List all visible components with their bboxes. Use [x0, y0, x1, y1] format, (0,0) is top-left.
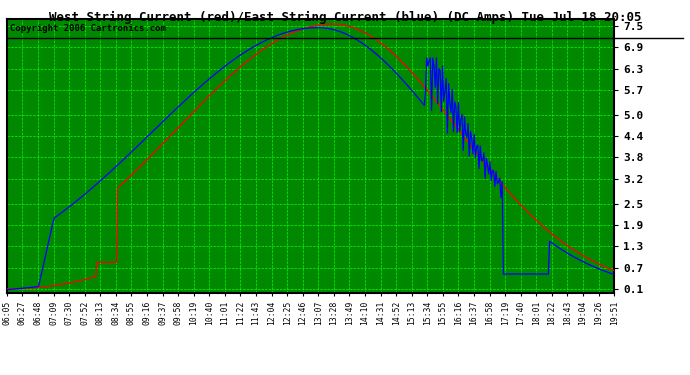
Text: West String Current (red)/East String Current (blue) (DC Amps) Tue Jul 18 20:05: West String Current (red)/East String Cu…: [49, 11, 641, 24]
Text: Copyright 2006 Cartronics.com: Copyright 2006 Cartronics.com: [10, 24, 166, 33]
